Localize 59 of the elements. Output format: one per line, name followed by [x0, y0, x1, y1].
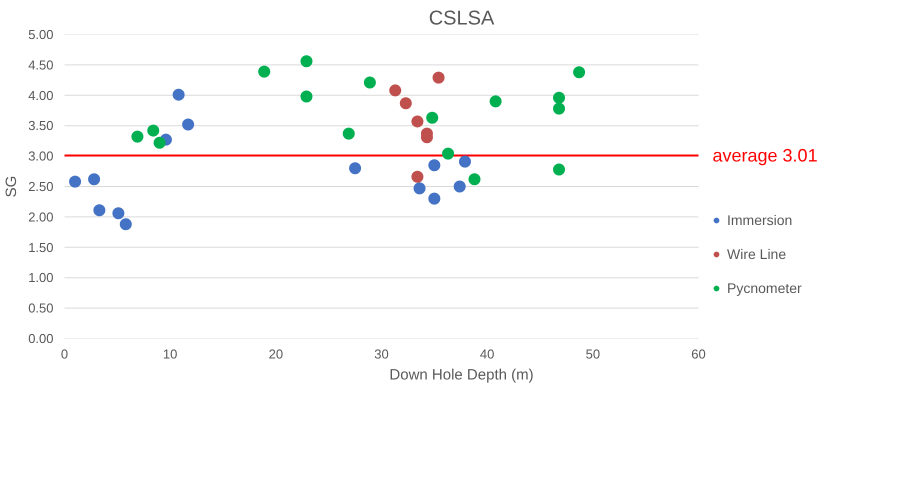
x-tick-label: 30 [374, 346, 389, 362]
point [154, 136, 166, 149]
y-axis-title: SG [3, 176, 20, 198]
point [454, 180, 466, 192]
point [553, 92, 566, 104]
y-tick-label: 5.00 [28, 27, 54, 42]
legend-label: Pycnometer [727, 280, 802, 296]
point [432, 72, 445, 84]
point [490, 95, 502, 108]
y-tick-label: 0.00 [28, 331, 54, 346]
legend-label: Wire Line [727, 246, 786, 262]
point [573, 66, 586, 78]
y-tick-label: 2.50 [28, 179, 54, 194]
point [131, 130, 144, 143]
y-tick-label: 0.50 [28, 300, 54, 316]
point [458, 156, 471, 168]
point [411, 115, 424, 128]
point [88, 173, 100, 186]
y-tick-label: 4.50 [28, 57, 54, 72]
point [426, 112, 438, 124]
point [364, 76, 376, 89]
point [258, 66, 270, 78]
point [93, 204, 106, 216]
legend-label: Immersion [727, 212, 792, 228]
ref-line-label: average 3.01 [712, 145, 818, 166]
y-tick-label: 1.50 [28, 240, 54, 255]
point [300, 90, 312, 103]
x-tick-label: 20 [268, 346, 284, 362]
point [349, 162, 362, 174]
chart-title: CSLSA [428, 8, 495, 30]
point [428, 192, 440, 205]
y-tick-label: 3.50 [28, 118, 54, 134]
point [400, 97, 412, 110]
x-tick-label: 40 [480, 346, 494, 362]
point [553, 163, 566, 176]
point [182, 118, 194, 130]
point [69, 176, 82, 188]
point [428, 159, 440, 172]
y-tick-label: 1.00 [28, 270, 54, 286]
point [389, 84, 402, 96]
x-tick-label: 50 [586, 346, 600, 362]
point [442, 148, 454, 160]
point [112, 207, 124, 220]
point [172, 88, 185, 101]
x-tick-label: 0 [60, 346, 68, 362]
point [414, 182, 426, 194]
x-tick-label: 60 [691, 346, 706, 362]
x-tick-label: 10 [162, 346, 178, 362]
point [120, 218, 132, 230]
point [300, 55, 312, 68]
point [553, 102, 566, 115]
y-tick-label: 2.00 [28, 209, 54, 224]
y-tick-label: 4.00 [28, 88, 54, 103]
point [342, 128, 355, 140]
y-tick-label: 3.00 [28, 148, 54, 164]
point [147, 124, 160, 137]
point [411, 170, 424, 183]
x-axis-title: Down Hole Depth (m) [389, 366, 534, 384]
point [468, 173, 480, 186]
